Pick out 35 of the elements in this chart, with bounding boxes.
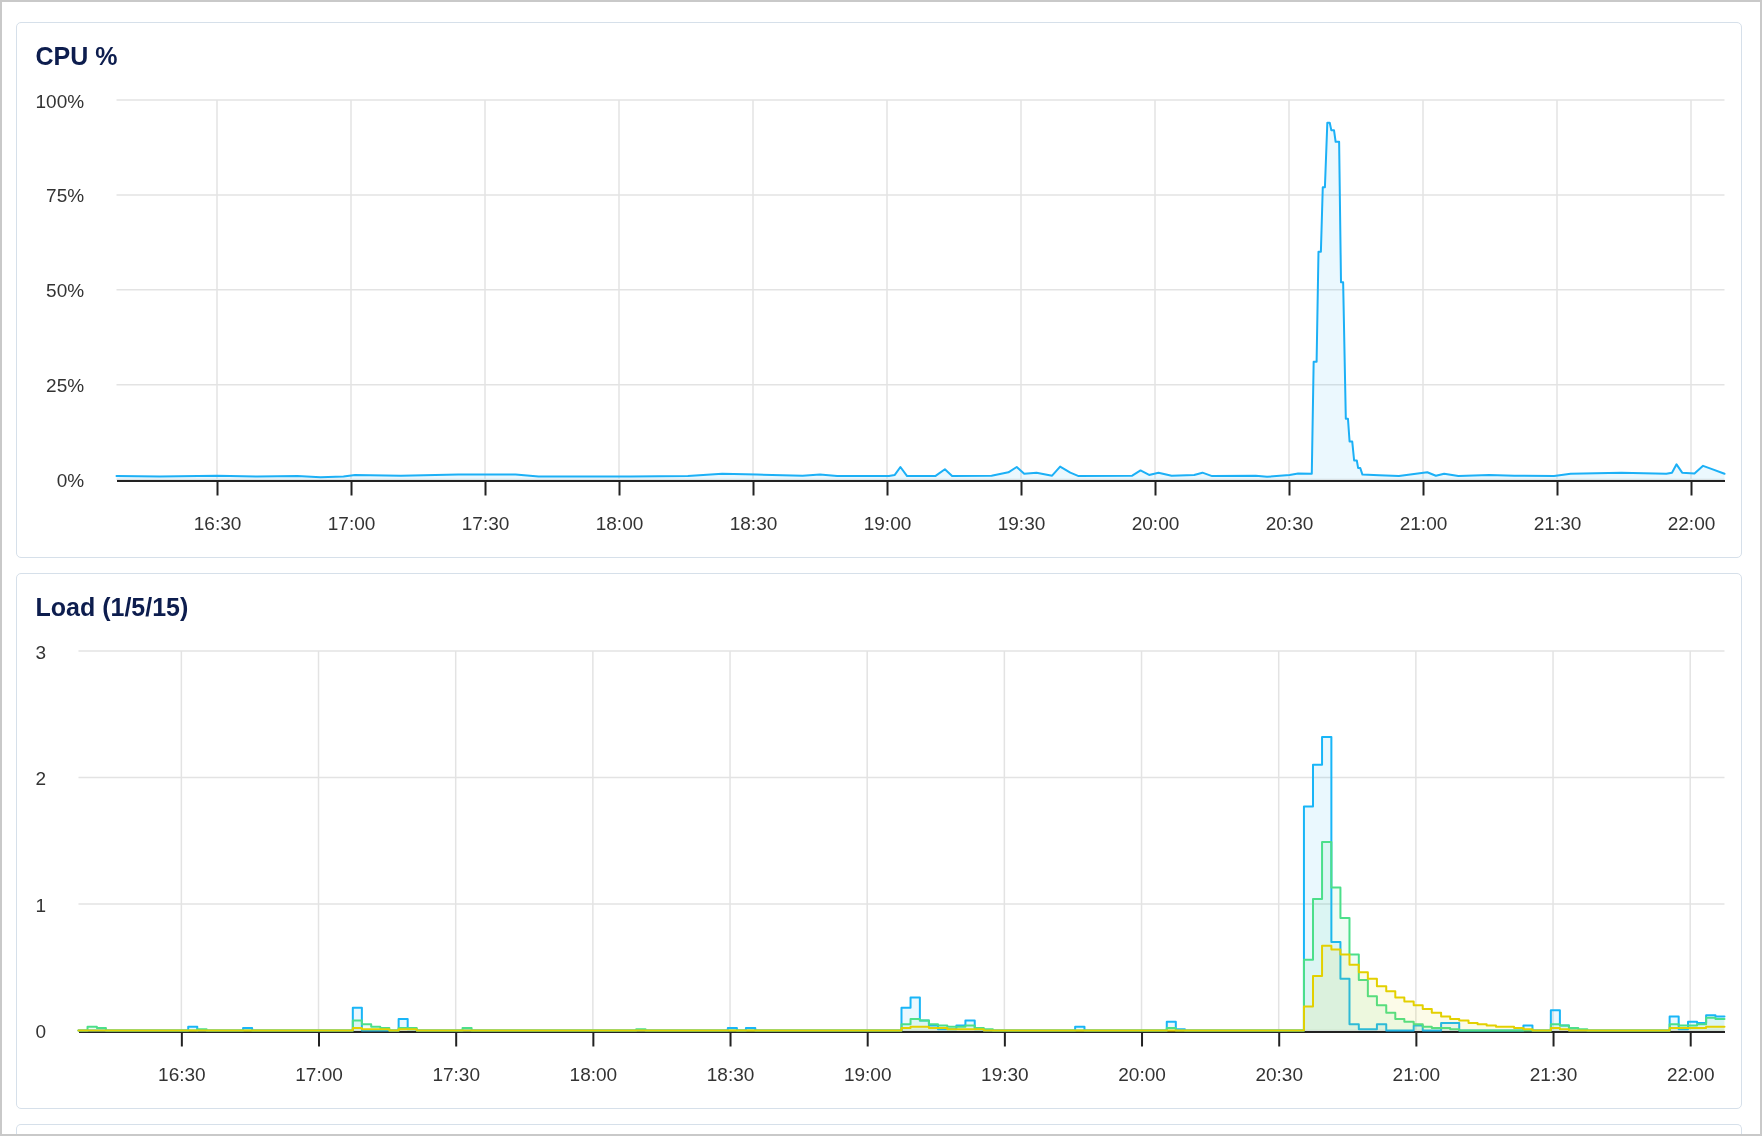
x-tick-label: 19:00 <box>843 1063 892 1084</box>
y-tick-label: 3 <box>35 641 47 662</box>
x-tick-label: 21:00 <box>1392 1063 1441 1084</box>
y-tick-label: 0% <box>56 469 85 491</box>
x-tick-label: 20:00 <box>1131 512 1180 533</box>
x-tick-label: 20:30 <box>1265 512 1314 533</box>
y-tick-label: 100% <box>35 90 85 111</box>
x-tick-label: 17:00 <box>327 512 376 533</box>
chart-title: Load (1/5/15) <box>35 592 189 621</box>
x-tick-label: 19:00 <box>863 512 912 533</box>
x-tick-label: 20:30 <box>1255 1063 1303 1084</box>
y-tick-label: 75% <box>46 184 85 206</box>
x-tick-label: 19:30 <box>981 1063 1029 1084</box>
x-tick-label: 18:30 <box>729 512 778 533</box>
x-tick-label: 16:30 <box>193 512 242 533</box>
x-tick-label: 21:30 <box>1533 512 1582 533</box>
x-tick-label: 20:00 <box>1118 1063 1166 1084</box>
y-tick-label: 2 <box>35 767 47 789</box>
x-tick-label: 18:30 <box>706 1063 755 1084</box>
x-tick-label: 17:30 <box>432 1063 480 1084</box>
x-tick-label: 18:00 <box>595 512 644 533</box>
x-tick-label: 21:00 <box>1399 512 1448 533</box>
y-tick-label: 50% <box>46 279 85 301</box>
x-tick-label: 17:30 <box>461 512 510 533</box>
x-tick-label: 17:00 <box>295 1063 343 1084</box>
x-tick-label: 19:30 <box>997 512 1046 533</box>
x-tick-label: 22:00 <box>1667 512 1716 533</box>
y-tick-label: 25% <box>46 374 85 396</box>
y-tick-label: 0 <box>35 1020 47 1042</box>
x-tick-label: 18:00 <box>569 1063 618 1084</box>
x-tick-label: 22:00 <box>1666 1063 1715 1084</box>
chart-title: CPU % <box>35 41 118 70</box>
y-tick-label: 1 <box>35 894 47 915</box>
x-tick-label: 16:30 <box>158 1063 206 1084</box>
x-tick-label: 21:30 <box>1529 1063 1578 1084</box>
